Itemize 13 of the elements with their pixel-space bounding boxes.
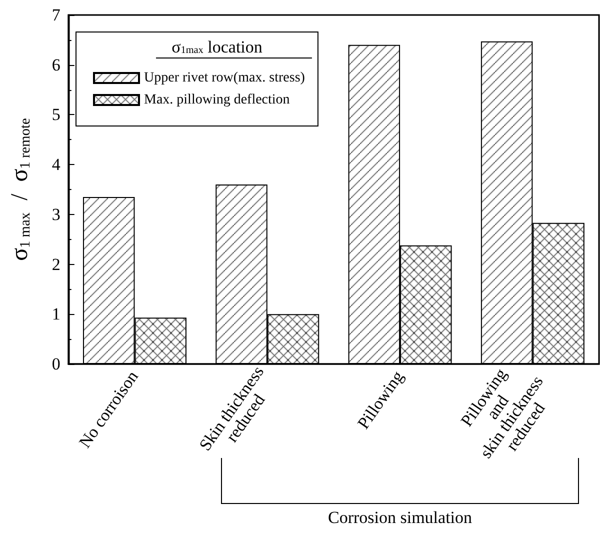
y-tick-label: 0 [52, 354, 60, 374]
y-tick-label: 1 [52, 304, 60, 324]
y-tick-label: 7 [52, 6, 61, 24]
legend-label: Upper rivet row(max. stress) [144, 70, 306, 86]
y-tick-label: 2 [52, 254, 60, 274]
y-tick-label: 4 [52, 155, 61, 174]
y-tick-label: 6 [52, 55, 60, 74]
legend-label: Max. pillowing deflection [144, 92, 290, 108]
y-tick-label: 5 [52, 105, 60, 124]
text: Corrosion simulation [327, 508, 474, 528]
legend-title: σ1max location [172, 37, 263, 56]
y-axis-title: σ1 max / σ1 remote [7, 118, 34, 261]
y-tick-label: 3 [52, 204, 60, 224]
